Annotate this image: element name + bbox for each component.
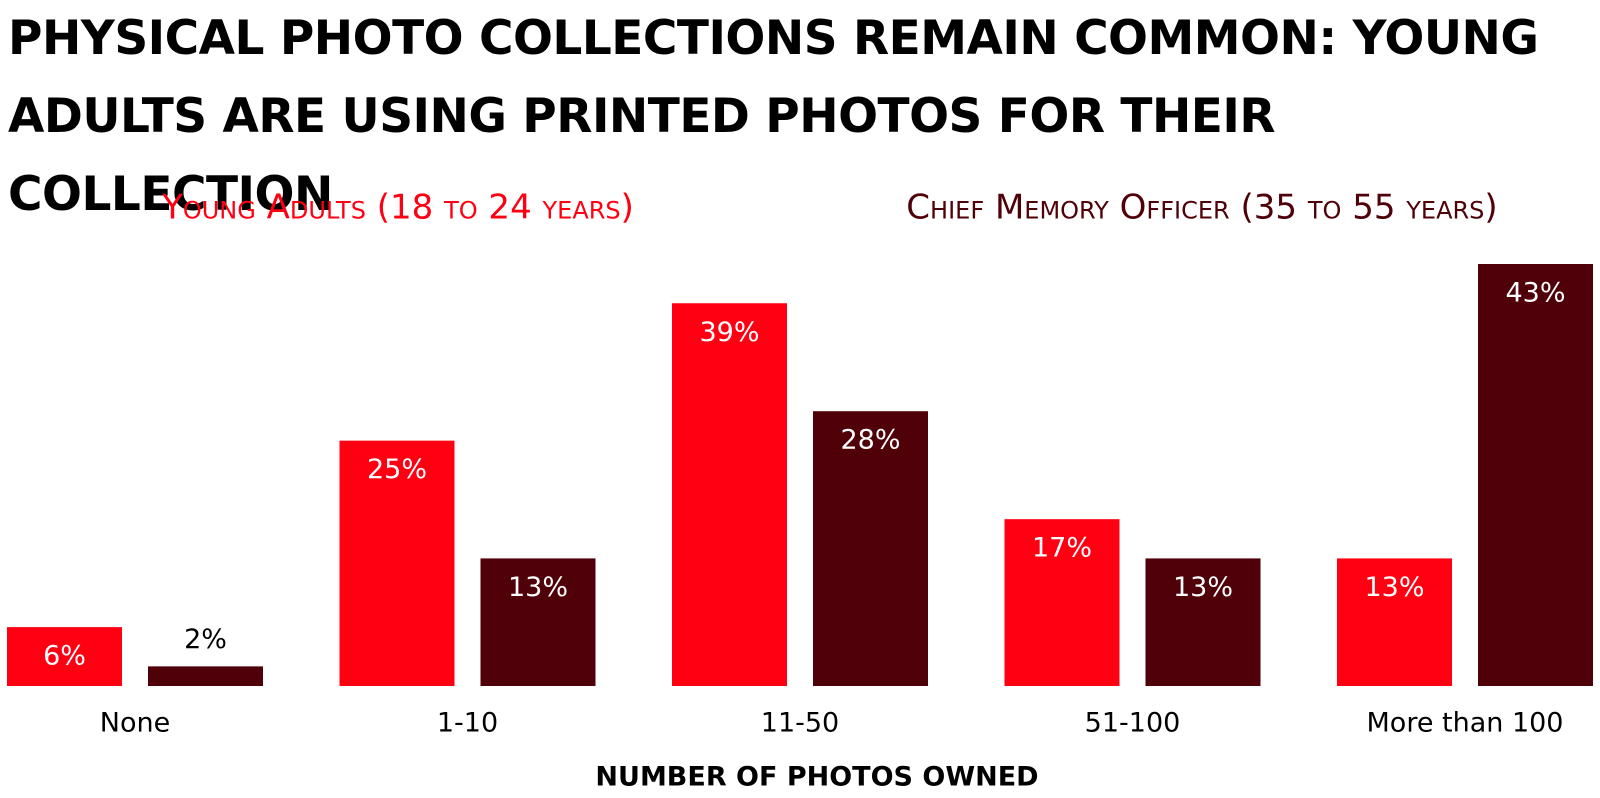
bar — [1337, 558, 1452, 686]
value-label: 13% — [1173, 572, 1233, 603]
x-axis-title: NUMBER OF PHOTOS OWNED — [595, 762, 1038, 793]
x-tick-label: 1-10 — [437, 708, 498, 739]
bar — [1478, 264, 1593, 686]
x-tick-label: 51-100 — [1085, 708, 1181, 739]
bar — [813, 411, 928, 686]
value-label: 13% — [508, 572, 568, 603]
bar — [1004, 519, 1120, 686]
value-label: 6% — [43, 641, 86, 672]
value-label: 17% — [1032, 533, 1092, 564]
bar — [339, 440, 455, 686]
bar — [148, 666, 263, 686]
value-label: 25% — [367, 454, 427, 485]
value-label: 28% — [840, 425, 900, 456]
bar — [672, 303, 787, 686]
value-label: 39% — [699, 317, 759, 348]
bar — [1145, 558, 1261, 686]
x-tick-label: 11-50 — [761, 708, 839, 739]
bar — [7, 627, 122, 686]
value-label: 13% — [1364, 572, 1424, 603]
value-label: 2% — [184, 624, 227, 655]
chart-title: PHYSICAL PHOTO COLLECTIONS REMAIN COMMON… — [8, 11, 1539, 222]
legend-label: Young Adults (18 to 24 years) — [161, 188, 634, 228]
bar — [480, 558, 596, 686]
x-tick-label: More than 100 — [1367, 708, 1564, 739]
legend-label: Chief Memory Officer (35 to 55 years) — [906, 188, 1497, 228]
value-label: 43% — [1505, 278, 1565, 309]
x-tick-label: None — [100, 708, 170, 739]
